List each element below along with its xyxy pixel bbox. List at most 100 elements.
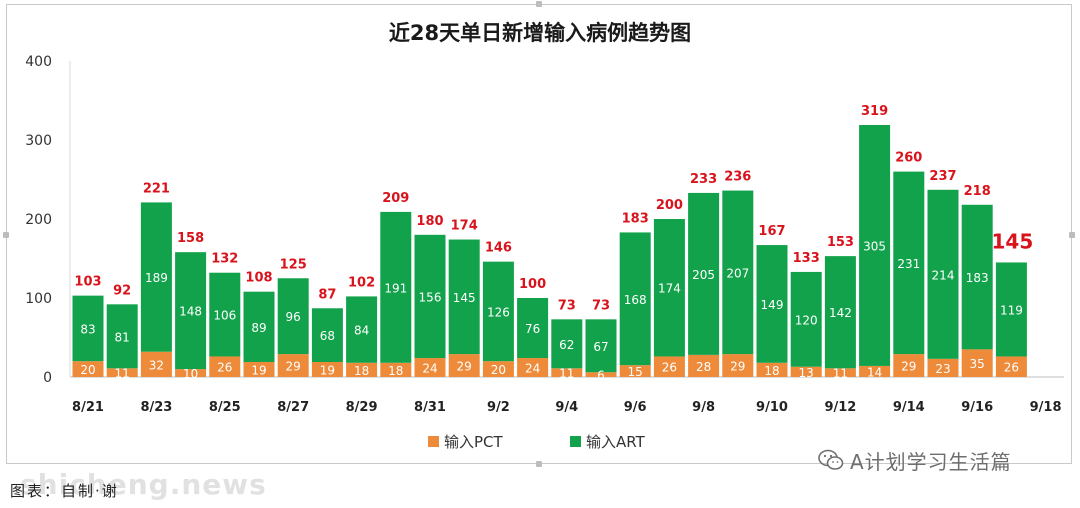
bar-pct (551, 368, 583, 377)
bar-art (346, 296, 378, 363)
pct-value-label: 20 (80, 363, 95, 377)
bar-art (277, 278, 309, 355)
bar-art (209, 272, 241, 357)
x-tick-label: 9/2 (487, 400, 510, 415)
bar-pct (311, 361, 343, 377)
total-value-label: 167 (758, 224, 785, 239)
bar-pct (688, 354, 720, 377)
art-value-label: 149 (761, 298, 784, 312)
bar-pct (653, 356, 685, 377)
art-value-label: 84 (354, 324, 369, 338)
bar-art (551, 319, 583, 369)
axis-layer: 0 100 200 300 400 8/21 8/23 8/25 8/27 8/29 8/31 9/2… (25, 54, 1064, 415)
y-tick-label: 200 (25, 212, 52, 228)
total-value-label: 221 (143, 181, 170, 196)
art-value-label: 156 (419, 290, 442, 304)
resize-handle-bottom[interactable] (536, 461, 542, 467)
art-value-label: 68 (320, 329, 335, 343)
bar-art (756, 245, 788, 363)
x-tick-label: 8/25 (209, 400, 241, 415)
x-tick-label: 8/21 (72, 400, 104, 415)
bar-art (482, 261, 514, 362)
x-tick-label: 9/10 (756, 400, 788, 415)
bar-pct (482, 361, 514, 377)
art-value-label: 81 (115, 330, 130, 344)
x-tick-label: 9/14 (893, 400, 925, 415)
art-value-label: 191 (384, 281, 407, 295)
total-value-label: 73 (558, 298, 576, 313)
bar-art (859, 124, 891, 366)
total-value-label: 103 (74, 275, 101, 290)
total-value-label: 146 (485, 241, 512, 256)
labels-layer: 20 83 103 11 81 92 32 189 221 10 148 158 26 106 132 19 8… (74, 104, 1033, 383)
bar-art (106, 304, 138, 369)
pct-value-label: 14 (867, 365, 882, 379)
bar-art (243, 291, 275, 362)
art-value-label: 205 (692, 268, 715, 282)
y-tick-label: 100 (25, 291, 52, 307)
art-value-label: 174 (658, 282, 681, 296)
pct-value-label: 26 (1004, 361, 1019, 375)
bar-pct (859, 365, 891, 377)
x-tick-label: 8/31 (414, 400, 446, 415)
bar-art (619, 232, 651, 366)
pct-value-label: 13 (799, 366, 814, 380)
source-caption: 图表：自制·谢 (10, 482, 119, 500)
art-value-label: 83 (80, 322, 95, 336)
legend: 输入PCT 输入ART (428, 433, 646, 451)
bar-art (311, 308, 343, 362)
bar-pct (209, 356, 241, 377)
pct-value-label: 6 (597, 369, 605, 383)
pct-value-label: 19 (251, 363, 266, 377)
x-tick-label: 9/12 (824, 400, 856, 415)
bar-pct (961, 349, 993, 377)
pct-value-label: 29 (730, 360, 745, 374)
total-value-label: 132 (211, 252, 238, 267)
pct-value-label: 18 (764, 364, 779, 378)
art-value-label: 89 (251, 321, 266, 335)
bar-pct (72, 361, 104, 377)
pct-value-label: 11 (833, 367, 848, 381)
chart-title: 近28天单日新增输入病例趋势图 (389, 21, 691, 45)
pct-value-label: 15 (628, 365, 643, 379)
x-tick-label: 9/4 (555, 400, 578, 415)
total-value-label: 145 (992, 229, 1034, 253)
bar-pct (790, 366, 822, 377)
resize-handle-left[interactable] (3, 232, 9, 238)
bar-pct (927, 358, 959, 377)
bar-art (653, 219, 685, 357)
pct-value-label: 35 (970, 357, 985, 371)
total-value-label: 319 (861, 104, 888, 119)
bar-art (140, 202, 172, 352)
art-value-label: 145 (453, 291, 476, 305)
pct-value-label: 24 (422, 362, 437, 376)
bar-art (688, 192, 720, 355)
bar-art (722, 190, 754, 355)
resize-handle-top[interactable] (536, 1, 542, 7)
total-value-label: 174 (451, 219, 478, 234)
y-tick-label: 300 (25, 133, 52, 149)
bar-pct (448, 354, 480, 377)
resize-handle-right[interactable] (1069, 232, 1075, 238)
bar-pct (243, 361, 275, 377)
total-value-label: 102 (348, 275, 375, 290)
art-value-label: 106 (213, 309, 236, 323)
bar-art (175, 252, 207, 370)
pct-value-label: 18 (388, 364, 403, 378)
bar-pct (824, 368, 856, 377)
pct-value-label: 26 (217, 361, 232, 375)
watermark-text: A计划学习生活篇 (850, 449, 1012, 474)
bar-art (414, 234, 446, 359)
legend-label: 输入PCT (444, 433, 504, 451)
bar-pct (722, 354, 754, 377)
total-value-label: 209 (382, 191, 409, 206)
total-value-label: 73 (592, 298, 610, 313)
art-value-label: 142 (829, 306, 852, 320)
art-value-label: 67 (593, 340, 608, 354)
x-tick-label: 9/18 (1030, 400, 1062, 415)
bar-pct (140, 351, 172, 377)
bar-pct (346, 362, 378, 377)
total-value-label: 133 (793, 251, 820, 266)
bar-art (995, 262, 1027, 357)
bar-art (517, 298, 549, 359)
